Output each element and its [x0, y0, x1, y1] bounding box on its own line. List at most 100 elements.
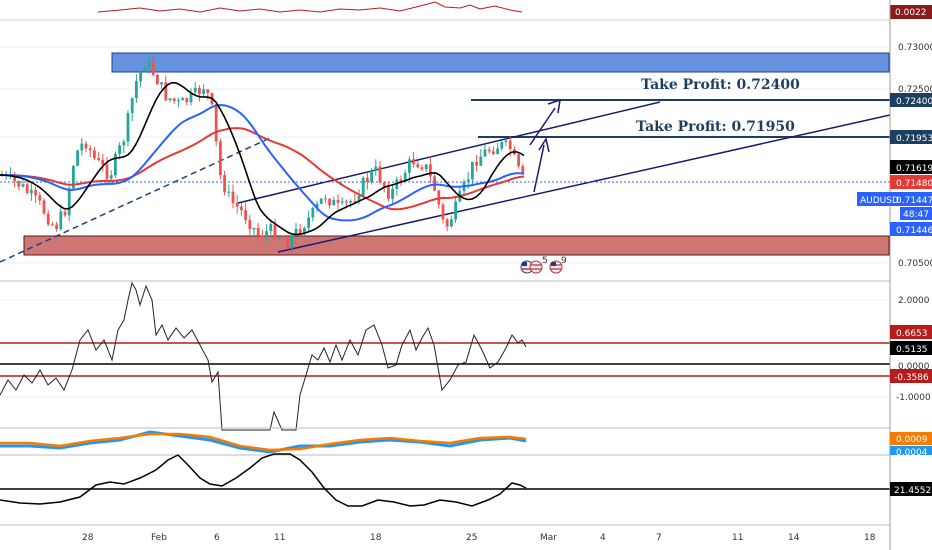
macd-orange-tag: 0.0009 [890, 432, 932, 445]
candle-body [206, 89, 210, 94]
candle-body [172, 98, 176, 101]
symbol-label: AUDUSD [860, 196, 899, 206]
take-profit-label-1: Take Profit: 0.72400 [641, 77, 800, 93]
event-marker-1[interactable]: 5 [520, 256, 548, 274]
event-marker-2-count: 9 [561, 256, 567, 266]
ma-fast-line [0, 81, 525, 236]
candle-body [227, 191, 231, 193]
candle-body [445, 219, 449, 227]
osc-value-tag: 0.5135 [890, 341, 932, 355]
adx-tag: 21.4552 [890, 482, 932, 496]
svg-text:0.5135: 0.5135 [896, 345, 928, 355]
top-indicator-value: 0.0022 [895, 8, 927, 18]
svg-text:0.71480: 0.71480 [896, 179, 932, 189]
candle-body [67, 188, 71, 216]
x-tick-2: Feb [151, 533, 167, 543]
x-tick-4: 11 [274, 533, 285, 543]
candle-body [433, 176, 436, 191]
ma-slow-tag: 0.71480 [890, 175, 932, 189]
ma-fast-tag: 0.71619 [890, 160, 932, 174]
candle-body [408, 159, 411, 173]
adx-line [0, 453, 527, 507]
support-zone[interactable] [23, 235, 890, 256]
countdown-timer: 48:47 [903, 210, 929, 220]
ma-mid-tag: 0.71446 [890, 222, 932, 236]
candle-body [273, 224, 277, 240]
candle-body [55, 224, 58, 229]
projection-arrow-1[interactable] [529, 98, 561, 146]
top-indicator-line [97, 1, 523, 13]
price-axis[interactable]: 0.73000 0.72500 0.70500 0.72400 0.71953 … [857, 0, 932, 550]
candle-body [72, 165, 75, 189]
y-tick-4: 0.70500 [898, 259, 932, 269]
candle-body [517, 154, 520, 167]
x-tick-1: 28 [82, 533, 94, 543]
top-indicator-pane: 0.0022 [0, 1, 932, 21]
candle-body [315, 203, 319, 208]
candle-body [248, 219, 252, 230]
x-tick-10: 11 [732, 533, 743, 543]
channel-lower-line[interactable] [277, 114, 891, 253]
candle-body [441, 204, 445, 220]
candle-body [51, 224, 54, 226]
countdown-tag: 48:47 [900, 207, 932, 220]
candle-body [370, 170, 373, 182]
candle-body [349, 201, 352, 203]
candle-body [30, 190, 33, 194]
candle-body [382, 182, 386, 187]
x-tick-7: Mar [540, 533, 557, 543]
candle-body [492, 151, 495, 155]
candle-body [193, 87, 197, 93]
candle-body [487, 149, 491, 152]
candle-body [235, 202, 239, 207]
candle-body [450, 219, 453, 227]
osc-tick-2: 0.0000 [898, 362, 930, 372]
x-tick-6: 25 [466, 533, 477, 543]
svg-text:0.72400: 0.72400 [896, 97, 932, 107]
candle-body [181, 98, 184, 101]
candle-body [185, 98, 189, 103]
candle-body [311, 207, 315, 218]
candle-body [269, 224, 273, 232]
candle-body [307, 217, 310, 228]
candle-body [97, 158, 100, 160]
candle-body [135, 81, 138, 99]
tp1-tag: 0.72400 [890, 93, 932, 107]
candle-body [101, 159, 105, 165]
candle-body [80, 143, 84, 151]
x-tick-8: 4 [600, 533, 606, 543]
candle-body [277, 237, 281, 240]
candle-body [168, 98, 172, 101]
candle-body [164, 82, 168, 101]
candle-body [143, 68, 147, 72]
candle-body [198, 87, 201, 94]
candle-body [105, 164, 109, 179]
candle-body [126, 113, 130, 142]
resistance-zone[interactable] [111, 52, 890, 73]
candle-body [261, 235, 264, 237]
candle-body [17, 181, 21, 187]
candle-body [508, 140, 512, 150]
event-marker-2[interactable]: 9 [549, 256, 567, 274]
date-axis[interactable]: 28 Feb 6 11 18 25 Mar 4 7 11 14 18 [82, 533, 876, 543]
candle-body [361, 177, 365, 196]
candle-body [282, 237, 285, 239]
channel-upper-line[interactable] [237, 101, 661, 204]
projection-arrow-2[interactable] [533, 137, 550, 193]
x-tick-11: 14 [788, 533, 800, 543]
candle-body [189, 92, 193, 103]
candle-body [345, 201, 348, 203]
candle-body [416, 164, 420, 168]
candle-body [420, 167, 424, 170]
symbol-price-tag: AUDUSD 0.71447 [857, 192, 932, 206]
osc-tick-1: 2.0000 [898, 296, 930, 306]
candle-body [46, 213, 50, 225]
candle-body [298, 228, 302, 234]
candle-body [521, 166, 525, 174]
oscillator-line [0, 281, 527, 431]
candle-body [156, 74, 159, 85]
candle-body [202, 89, 205, 94]
svg-text:0.71446: 0.71446 [896, 226, 932, 236]
svg-text:0.6653: 0.6653 [896, 329, 928, 339]
